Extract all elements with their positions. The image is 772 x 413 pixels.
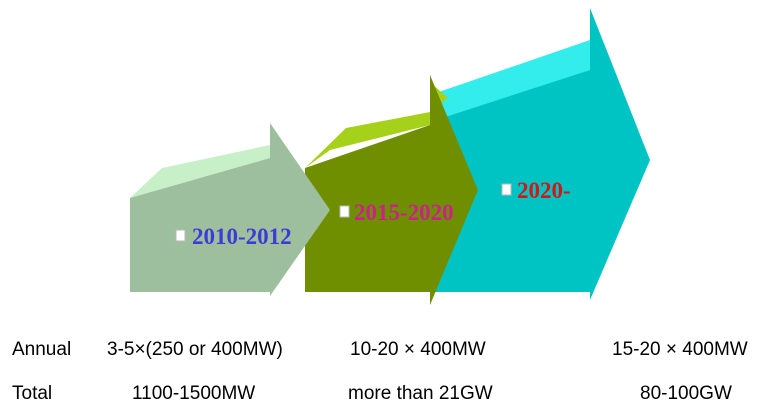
stage-1-arrow-top-face xyxy=(130,125,270,198)
annual-value-stage-1: 3-5×(250 or 400MW) xyxy=(107,339,283,360)
annual-value-stage-2: 10-20 × 400MW xyxy=(350,339,486,360)
stage-3-label: 2020- xyxy=(517,178,571,203)
stage-2-label: 2015-2020 xyxy=(354,200,454,225)
square-bullet-icon xyxy=(175,229,186,242)
annual-row: Annual 3-5×(250 or 400MW) 10-20 × 400MW … xyxy=(12,339,748,360)
total-row: Total 1100-1500MW more than 21GW 80-100G… xyxy=(12,383,732,404)
stage-2-label-group: 2015-2020 xyxy=(339,200,454,225)
square-bullet-icon xyxy=(501,183,512,196)
stage-2-arrow-top-face xyxy=(305,82,448,168)
stage-1-label: 2010-2012 xyxy=(192,224,292,249)
stage-1-arrow xyxy=(130,123,330,296)
total-value-stage-1: 1100-1500MW xyxy=(132,383,255,404)
total-row-label: Total xyxy=(12,383,52,404)
stage-3-arrow-top-face xyxy=(430,40,590,160)
stage-3-label-group: 2020- xyxy=(501,178,571,203)
stage-3-arrow-body xyxy=(430,8,650,300)
stage-2-arrow xyxy=(305,75,478,305)
stage-1-label-group: 2010-2012 xyxy=(175,224,292,249)
total-value-stage-2: more than 21GW xyxy=(348,383,493,404)
square-bullet-icon xyxy=(339,205,350,218)
stage-1-arrow-body xyxy=(130,123,330,296)
annual-row-label: Annual xyxy=(12,339,71,360)
stage-2-arrow-body xyxy=(305,75,478,305)
stage-3-arrow xyxy=(430,8,650,300)
annual-value-stage-3: 15-20 × 400MW xyxy=(612,339,748,360)
total-value-stage-3: 80-100GW xyxy=(640,383,732,404)
